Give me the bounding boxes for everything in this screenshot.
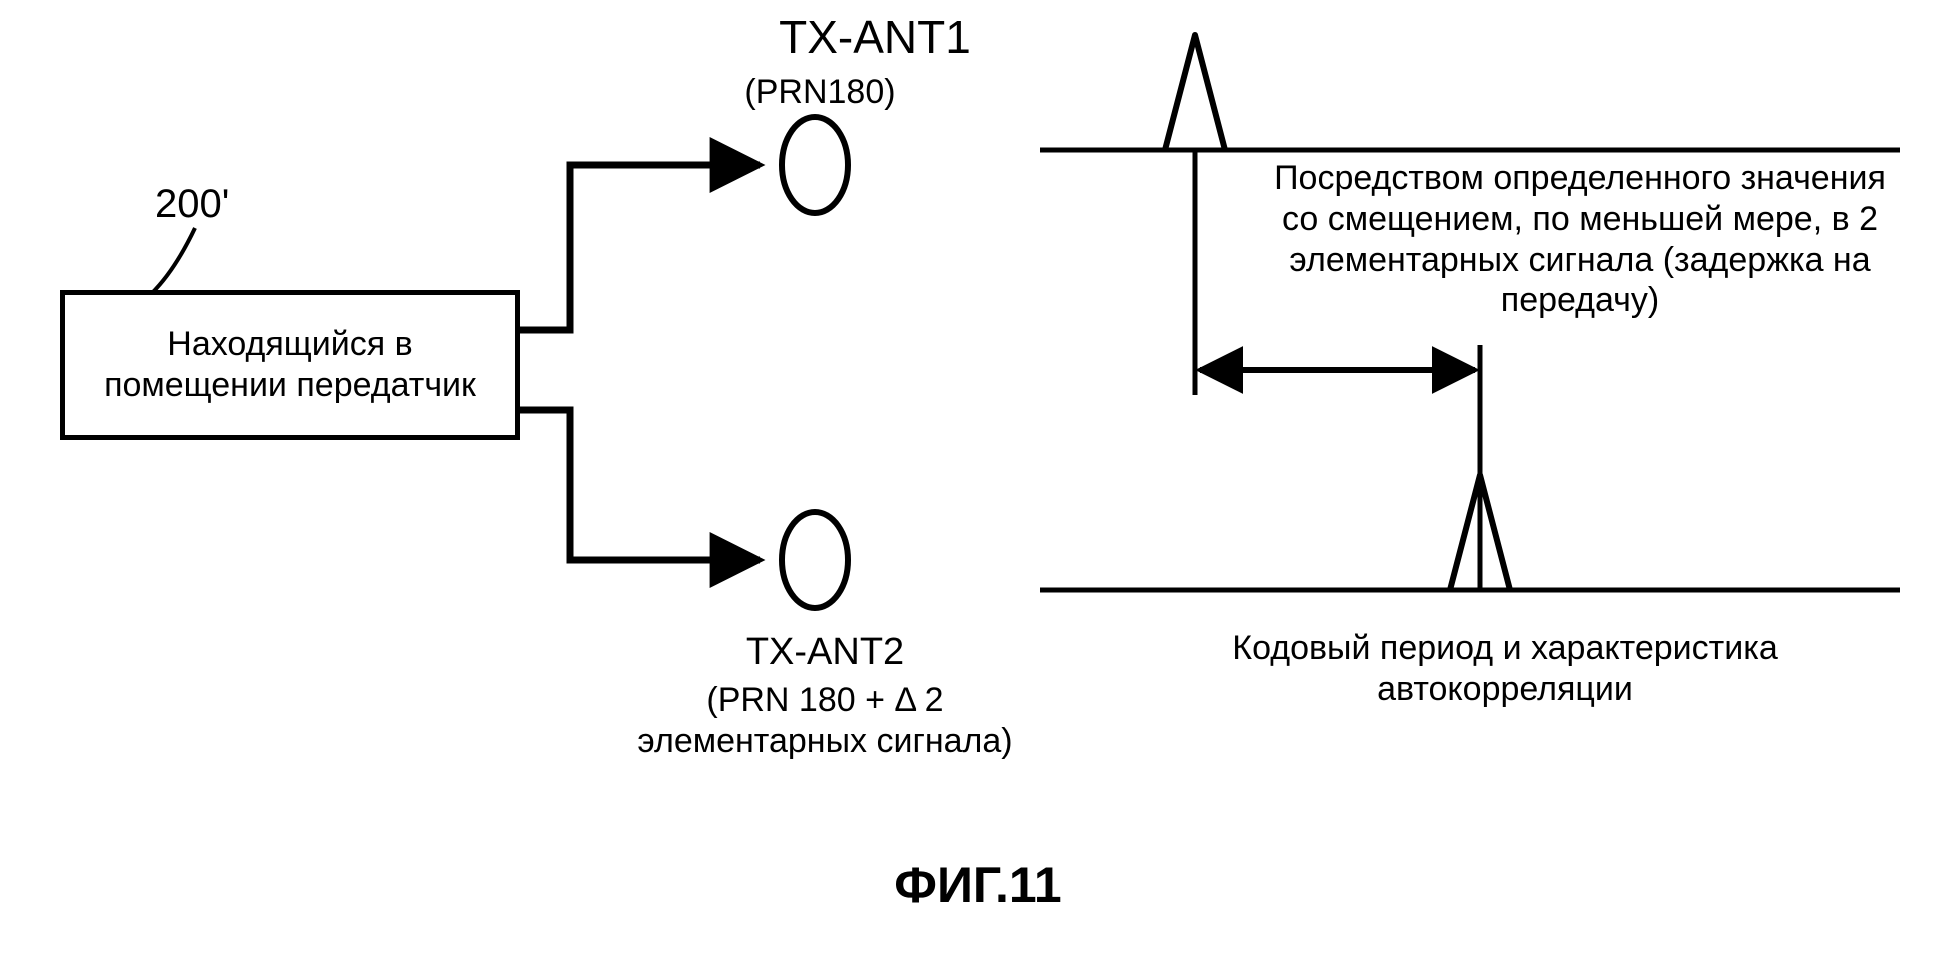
ant2-prn: (PRN 180 + Δ 2 элементарных сигнала): [610, 680, 1040, 762]
signal-path-bottom: [520, 410, 760, 560]
ant1-title: TX-ANT1: [700, 10, 1050, 65]
signal-path-top: [520, 165, 760, 330]
antenna-1-icon: [782, 117, 848, 213]
corr-peak-top: [1165, 35, 1225, 150]
ant1-prn: (PRN180): [690, 72, 950, 113]
autocorr-caption: Кодовый период и характеристика автокорр…: [1120, 628, 1890, 710]
diagram-svg: [0, 0, 1956, 956]
antenna-2-icon: [782, 512, 848, 608]
ant2-title: TX-ANT2: [700, 630, 950, 676]
figure-label: ФИГ.11: [0, 855, 1956, 915]
offset-description: Посредством определенного значения со см…: [1225, 158, 1935, 321]
ref-leader: [152, 228, 195, 293]
figure-canvas: 200' Находящийся в помещении передатчик: [0, 0, 1956, 956]
